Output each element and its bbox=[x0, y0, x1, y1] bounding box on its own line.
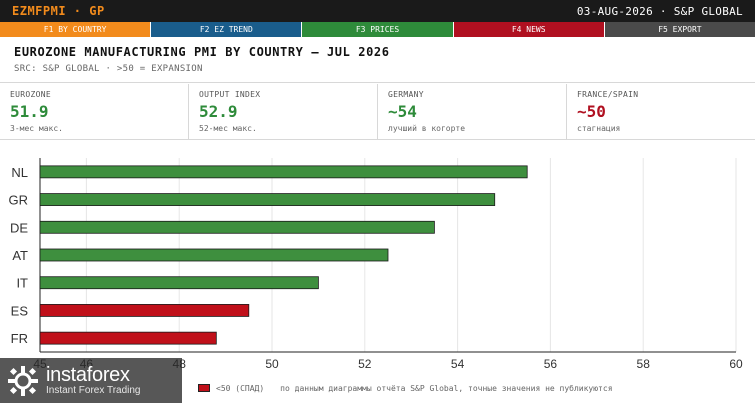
bar-fr bbox=[39, 331, 217, 345]
x-tick-label: 54 bbox=[451, 357, 465, 371]
footer-note: по данным диаграммы отчёта S&P Global, т… bbox=[280, 383, 613, 393]
bar-gr bbox=[39, 193, 496, 206]
page-header: EUROZONE MANUFACTURING PMI BY COUNTRY — … bbox=[0, 37, 755, 83]
category-label-at: AT bbox=[12, 248, 28, 263]
bar-de bbox=[39, 220, 435, 234]
x-tick-label: 50 bbox=[265, 357, 279, 371]
kpi-value: ~54 bbox=[388, 102, 417, 121]
kpi-value: ~50 bbox=[577, 102, 606, 121]
kpi-note: стагнация bbox=[577, 124, 621, 133]
bar-it bbox=[39, 276, 319, 290]
category-label-es: ES bbox=[11, 303, 29, 318]
page-subtitle: SRC: S&P GLOBAL · >50 = EXPANSION bbox=[14, 64, 203, 74]
kpi-note: 52-мес макс. bbox=[199, 124, 257, 133]
fkey-prices[interactable]: F3 PRICES bbox=[302, 22, 454, 37]
legend-swatch-red bbox=[198, 384, 210, 392]
bar-es bbox=[39, 304, 250, 317]
bar-nl bbox=[39, 165, 528, 179]
kpi-label: FRANCE/SPAIN bbox=[577, 90, 639, 99]
fkey-ez-trend[interactable]: F2 EZ TREND bbox=[151, 22, 303, 37]
watermark-tagline: Instant Forex Trading bbox=[46, 384, 141, 396]
fkey-by-country[interactable]: F1 BY COUNTRY bbox=[0, 22, 152, 37]
fkey-news[interactable]: F4 NEWS bbox=[453, 22, 605, 37]
legend-contraction-label: <50 (СПАД) bbox=[216, 383, 265, 393]
x-tick-label: 56 bbox=[544, 357, 558, 371]
fkey-export[interactable]: F5 EXPORT bbox=[604, 22, 755, 37]
kpi-value: 51.9 bbox=[10, 102, 49, 121]
category-label-it: IT bbox=[16, 276, 28, 291]
function-key-bar: F1 BY COUNTRY F2 EZ TREND F3 PRICES F4 N… bbox=[0, 22, 755, 37]
chart-footer: <50 (СПАД) по данным диаграммы отчёта S&… bbox=[0, 378, 755, 398]
instaforex-watermark: instaforex Instant Forex Trading bbox=[0, 358, 182, 403]
category-label-gr: GR bbox=[9, 193, 29, 208]
x-tick-label: 52 bbox=[358, 357, 372, 371]
x-tick-label: 60 bbox=[729, 357, 743, 371]
category-label-de: DE bbox=[10, 220, 28, 235]
ticker-label: EZMFPMI · GP bbox=[12, 4, 105, 18]
instaforex-logo-icon bbox=[8, 365, 38, 396]
kpi-france-spain: FRANCE/SPAIN ~50 стагнация bbox=[567, 84, 755, 139]
x-tick-label: 58 bbox=[637, 357, 651, 371]
chart-svg: NLGRDEATITESFR454648505254565860 bbox=[9, 158, 743, 371]
kpi-output-index: OUTPUT INDEX 52.9 52-мес макс. bbox=[189, 84, 378, 139]
pmi-bar-chart: NLGRDEATITESFR454648505254565860 bbox=[0, 140, 755, 372]
kpi-note: 3-мес макс. bbox=[10, 124, 63, 133]
kpi-value: 52.9 bbox=[199, 102, 238, 121]
bar-at bbox=[39, 248, 389, 262]
kpi-eurozone: EUROZONE 51.9 3-мес макс. bbox=[0, 84, 189, 139]
top-bar: EZMFPMI · GP 03-AUG-2026 · S&P GLOBAL bbox=[0, 0, 755, 22]
date-source-label: 03-AUG-2026 · S&P GLOBAL bbox=[576, 4, 743, 18]
kpi-strip: EUROZONE 51.9 3-мес макс. OUTPUT INDEX 5… bbox=[0, 84, 755, 140]
page-title: EUROZONE MANUFACTURING PMI BY COUNTRY — … bbox=[14, 45, 390, 59]
category-label-nl: NL bbox=[11, 165, 28, 180]
kpi-label: OUTPUT INDEX bbox=[199, 90, 261, 99]
kpi-germany: GERMANY ~54 лучший в когорте bbox=[378, 84, 567, 139]
category-label-fr: FR bbox=[11, 331, 28, 346]
watermark-brand: instaforex bbox=[46, 363, 130, 386]
watermark-text: instaforex Instant Forex Trading bbox=[46, 365, 141, 397]
legend-contraction: <50 (СПАД) bbox=[198, 384, 264, 393]
kpi-label: GERMANY bbox=[388, 90, 424, 99]
kpi-label: EUROZONE bbox=[10, 90, 51, 99]
kpi-note: лучший в когорте bbox=[388, 124, 466, 133]
